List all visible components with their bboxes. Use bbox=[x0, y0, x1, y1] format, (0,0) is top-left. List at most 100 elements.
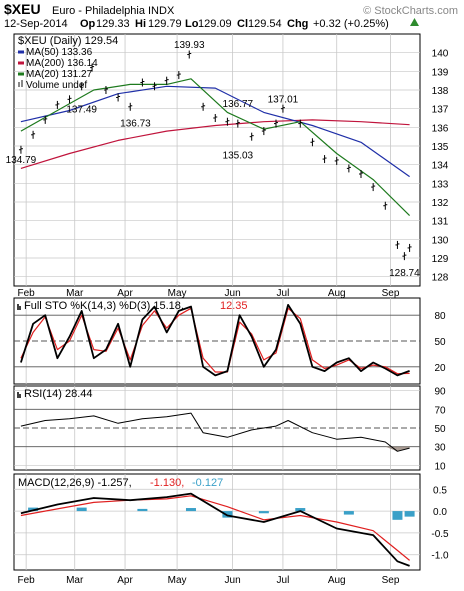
legend-volume-swatch bbox=[18, 82, 20, 87]
price-annotation: 134.79 bbox=[6, 155, 37, 166]
ma200-line bbox=[20, 119, 410, 169]
y-tick-label: 138 bbox=[432, 86, 449, 97]
y-tick-label: -1.0 bbox=[431, 551, 449, 562]
y-tick-label: 135 bbox=[432, 142, 449, 153]
legend-ma20: MA(20) 131.27 bbox=[26, 69, 93, 80]
x-tick-label: Aug bbox=[328, 575, 346, 586]
legend-price: $XEU (Daily) 129.54 bbox=[18, 35, 118, 47]
op-label: Op bbox=[80, 18, 96, 30]
cl-label: Cl bbox=[237, 18, 248, 30]
chg-value: +0.32 (+0.25%) bbox=[313, 18, 389, 30]
x-tick-label: Sep bbox=[382, 575, 400, 586]
cl-value: 129.54 bbox=[248, 18, 282, 30]
chart-date: 12-Sep-2014 bbox=[4, 18, 68, 30]
y-tick-label: 50 bbox=[434, 337, 446, 348]
hi-value: 129.79 bbox=[148, 18, 182, 30]
lo-value: 129.09 bbox=[198, 18, 232, 30]
macd-histogram-bar bbox=[185, 508, 196, 512]
x-tick-label: May bbox=[168, 575, 187, 586]
series-layer bbox=[18, 50, 415, 567]
x-tick-label: Mar bbox=[66, 288, 84, 299]
y-tick-label: 139 bbox=[432, 67, 449, 78]
y-tick-label: 137 bbox=[432, 105, 449, 116]
x-tick-label: Sep bbox=[382, 288, 400, 299]
sto-d-value: 12.35 bbox=[220, 300, 248, 312]
y-tick-label: 30 bbox=[434, 443, 446, 454]
hi-label: Hi bbox=[135, 18, 146, 30]
y-tick-label: 134 bbox=[432, 161, 449, 172]
macd-histogram-bar bbox=[404, 511, 415, 517]
sto-k-line bbox=[20, 303, 410, 377]
x-tick-label: Jun bbox=[225, 288, 241, 299]
price-annotation: 136.77 bbox=[223, 99, 254, 110]
macd-histogram-bar bbox=[137, 508, 148, 512]
up-triangle-icon bbox=[410, 18, 419, 26]
quote-line: Op 129.33 Hi 129.79 Lo 129.09 Cl 129.54 … bbox=[80, 18, 419, 30]
rsi-oversold-fill bbox=[385, 446, 398, 452]
price-legend: $XEU (Daily) 129.54 MA(50) 133.36 MA(200… bbox=[18, 35, 118, 91]
ma50-line bbox=[20, 85, 410, 178]
chg-label: Chg bbox=[287, 18, 308, 30]
y-tick-label: 136 bbox=[432, 123, 449, 134]
legend-ma200: MA(200) 136.14 bbox=[26, 58, 98, 69]
macd-histogram-bar bbox=[392, 511, 403, 520]
y-tick-label: 80 bbox=[434, 311, 446, 322]
x-tick-label: Aug bbox=[328, 288, 346, 299]
macd-histogram-bar bbox=[343, 511, 354, 515]
y-tick-label: 50 bbox=[434, 424, 446, 435]
y-tick-label: 128 bbox=[432, 273, 449, 284]
y-tick-label: 70 bbox=[434, 405, 446, 416]
x-tick-label: Feb bbox=[18, 575, 36, 586]
macd-title: MACD(12,26,9) -1.257, -1.130, -0.127 bbox=[18, 477, 223, 489]
macd-panel-frame bbox=[13, 473, 421, 571]
y-tick-label: 0.5 bbox=[433, 485, 447, 496]
macd-signal-value: -1.130, bbox=[150, 477, 184, 489]
y-tick-label: 140 bbox=[432, 49, 449, 60]
macd-histogram-bar bbox=[28, 507, 39, 512]
price-annotation: 137.49 bbox=[66, 105, 97, 116]
legend-volume: Volume undef bbox=[26, 80, 87, 91]
x-tick-label: May bbox=[168, 288, 187, 299]
stockcharts-watermark: © StockCharts.com bbox=[363, 5, 458, 17]
y-tick-label: 130 bbox=[432, 235, 449, 246]
price-annotation: 135.03 bbox=[223, 150, 254, 161]
y-tick-label: -0.5 bbox=[431, 529, 449, 540]
sto-title-text: Full STO %K(14,3) %D(3) 15.18, bbox=[24, 300, 184, 312]
x-tick-label: Jun bbox=[225, 575, 241, 586]
macd-line bbox=[20, 492, 410, 567]
ma20-line bbox=[20, 78, 411, 217]
y-tick-label: 10 bbox=[434, 461, 446, 472]
price-annotation: 139.93 bbox=[174, 40, 205, 51]
x-tick-label: Apr bbox=[117, 575, 133, 586]
sto-title: Full STO %K(14,3) %D(3) 15.18, 12.35 bbox=[17, 300, 248, 312]
x-tick-label: Apr bbox=[117, 288, 133, 299]
rsi-title: RSI(14) 28.44 bbox=[17, 388, 92, 400]
y-tick-label: 90 bbox=[434, 387, 446, 398]
y-tick-label: 0.0 bbox=[433, 507, 447, 518]
y-tick-label: 20 bbox=[434, 363, 446, 374]
x-tick-label: Jul bbox=[277, 288, 290, 299]
macd-signal-line bbox=[20, 495, 410, 561]
y-tick-label: 131 bbox=[432, 217, 449, 228]
macd-hist-value: -0.127 bbox=[192, 477, 223, 489]
macd-histogram-bar bbox=[222, 511, 233, 518]
x-tick-label: Feb bbox=[18, 288, 36, 299]
price-annotation: 137.01 bbox=[268, 94, 299, 105]
labels-layer: Feb Feb Mar Mar Apr Apr May May Jun Jun Jul Jul Aug A… bbox=[6, 40, 449, 586]
rsi-title-text: RSI(14) 28.44 bbox=[24, 388, 92, 400]
y-tick-label: 132 bbox=[432, 198, 449, 209]
macd-histogram-bar bbox=[258, 511, 269, 514]
lo-label: Lo bbox=[185, 18, 199, 30]
macd-histogram-bar bbox=[76, 507, 87, 512]
price-annotation: 128.74 bbox=[389, 268, 420, 279]
y-tick-label: 133 bbox=[432, 179, 449, 190]
chart-description: Euro - Philadelphia INDX bbox=[52, 5, 175, 17]
x-tick-label: Mar bbox=[66, 575, 84, 586]
legend-ma50: MA(50) 133.36 bbox=[26, 47, 93, 58]
price-panel-frame bbox=[13, 33, 421, 287]
y-tick-label: 129 bbox=[432, 254, 449, 265]
rsi-line bbox=[20, 412, 410, 452]
price-annotation: 136.73 bbox=[120, 119, 151, 130]
